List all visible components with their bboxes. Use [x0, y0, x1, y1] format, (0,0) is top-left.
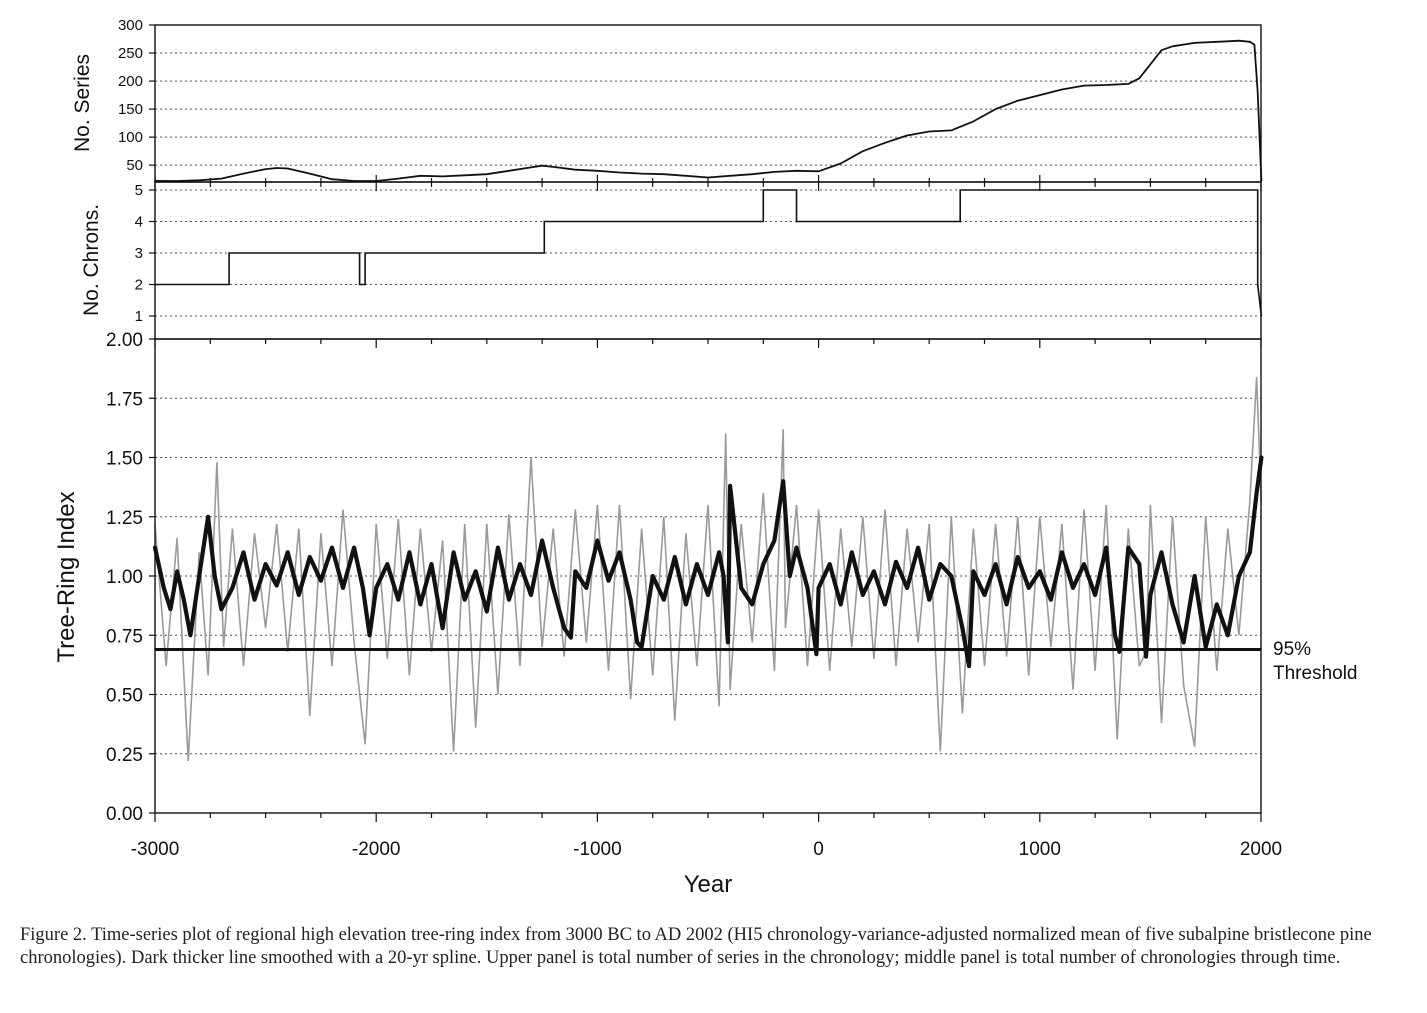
xtick-label: -1000 — [573, 839, 622, 860]
ytick-label-index: 0.50 — [106, 686, 143, 707]
ytick-label-index: 1.25 — [106, 508, 143, 529]
ytick-label-index: 1.00 — [106, 567, 143, 588]
index-panel-ylabel: Tree-Ring Index — [53, 491, 80, 662]
ytick-label-chrons: 3 — [135, 245, 143, 262]
panel-frames — [149, 24, 1262, 822]
chron-count-line — [155, 189, 1263, 317]
ytick-label-chrons: 2 — [135, 277, 143, 294]
ytick-label-chrons: 1 — [135, 308, 143, 325]
ytick-label-series: 50 — [126, 157, 143, 174]
figure-caption: Figure 2. Time-series plot of regional h… — [20, 925, 1372, 968]
ytick-label-index: 2.00 — [106, 330, 143, 351]
smoothed-index-line — [152, 455, 1264, 669]
index-panel-xlabel: Year — [684, 871, 733, 898]
ytick-label-series: 100 — [118, 129, 143, 146]
axis-labels: 50 100 150 200 250 300 1 2 3 4 5 0.00 0.25 0.50 0.75 1.… — [106, 17, 1282, 860]
ytick-label-chrons: 4 — [135, 214, 143, 231]
ytick-label-index: 1.50 — [106, 449, 143, 470]
panel-frame-chrons — [154, 181, 1262, 340]
xtick-label: 1000 — [1019, 839, 1061, 860]
ytick-label-series: 250 — [118, 45, 143, 62]
ytick-label-index: 0.00 — [106, 804, 143, 825]
annual-index-line — [154, 376, 1263, 761]
series-count-line — [154, 39, 1263, 182]
xtick-label: -3000 — [131, 839, 180, 860]
ytick-label-series: 150 — [118, 101, 143, 118]
xtick-label: 0 — [813, 839, 824, 860]
ytick-label-series: 300 — [118, 17, 143, 34]
ytick-label-series: 200 — [118, 73, 143, 90]
series-panel-ylabel: No. Series — [71, 54, 94, 152]
ytick-label-index: 1.75 — [106, 389, 143, 410]
ytick-label-chrons: 5 — [135, 182, 143, 199]
xtick-label: 2000 — [1240, 839, 1282, 860]
panel-frame-series — [154, 24, 1262, 183]
threshold-label-line1: 95% — [1273, 639, 1311, 660]
ytick-label-index: 0.25 — [106, 745, 143, 766]
data-layer — [152, 39, 1264, 761]
ytick-label-index: 0.75 — [106, 626, 143, 647]
threshold-label-line2: Threshold — [1273, 663, 1358, 684]
chrons-panel-ylabel: No. Chrons. — [80, 204, 103, 316]
xtick-label: -2000 — [352, 839, 401, 860]
